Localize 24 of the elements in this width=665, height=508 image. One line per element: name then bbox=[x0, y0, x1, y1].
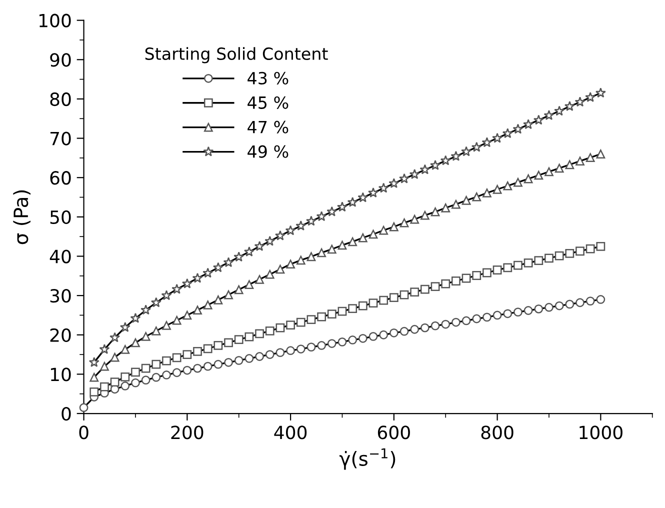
y-tick-label: 100 bbox=[40, 14, 71, 28]
x-tick-label: 0 bbox=[79, 426, 88, 440]
y-tick-label: 0 bbox=[62, 406, 71, 421]
y-tick-label: 20 bbox=[50, 328, 71, 342]
x-tick-label: 1000 bbox=[580, 426, 622, 440]
y-tick-label: 30 bbox=[50, 289, 71, 303]
legend-label: 47 % bbox=[248, 120, 288, 134]
y-axis-title: σ (Pa) bbox=[13, 190, 30, 244]
x-tick-label: 400 bbox=[274, 426, 307, 440]
x-tick-label: 600 bbox=[378, 426, 410, 440]
x-tick-label: 200 bbox=[171, 426, 204, 440]
y-tick-label: 10 bbox=[50, 368, 71, 382]
y-tick-label: 50 bbox=[50, 210, 71, 224]
legend-label: 45 % bbox=[248, 96, 288, 109]
legend-label: 43 % bbox=[248, 72, 288, 84]
x-axis-title: γ̇(s$^{−1}$) bbox=[340, 448, 396, 470]
y-tick-label: 80 bbox=[50, 92, 71, 106]
y-tick-label: 60 bbox=[50, 171, 71, 185]
legend-title: Starting Solid Content bbox=[145, 47, 328, 64]
y-tick-label: 40 bbox=[50, 250, 71, 264]
y-tick-label: 70 bbox=[50, 132, 71, 146]
x-tick-label: 800 bbox=[481, 426, 514, 440]
legend-label: 49 % bbox=[248, 145, 288, 158]
y-tick-label: 90 bbox=[50, 53, 71, 67]
